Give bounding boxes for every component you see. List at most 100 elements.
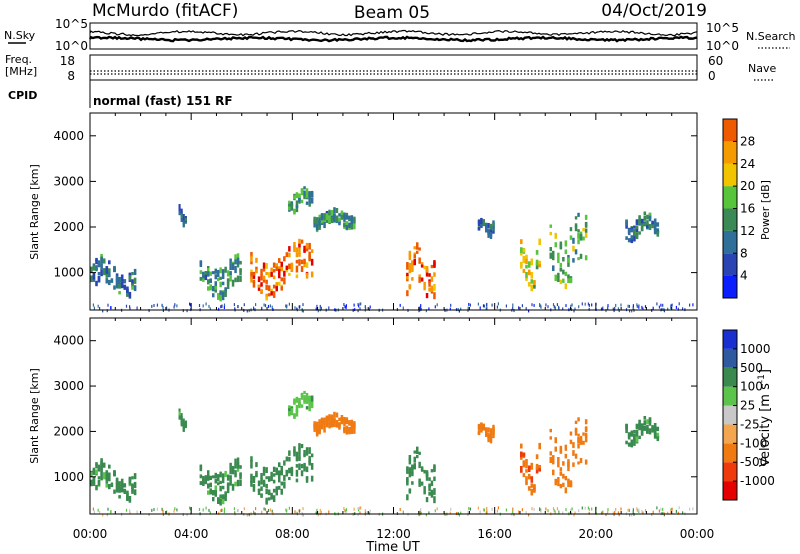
- power-echo-cell: [265, 272, 268, 275]
- velocity-echo-cell: [433, 466, 436, 473]
- velocity-echo-cell: [308, 407, 311, 412]
- power-echo-cell: [267, 272, 271, 278]
- power-echo-cell: [582, 228, 585, 232]
- velocity-echo-cell: [113, 470, 116, 477]
- velocity-echo-cell: [648, 420, 652, 426]
- power-echo-cell: [364, 305, 366, 309]
- velocity-echo-cell: [295, 409, 299, 413]
- velocity-echo-cell: [343, 420, 346, 427]
- velocity-echo-cell: [278, 470, 281, 476]
- power-echo-cell: [425, 270, 429, 277]
- power-echo-cell: [217, 271, 220, 278]
- velocity-echo-cell: [92, 507, 94, 511]
- power-echo-cell: [423, 281, 426, 288]
- power-echo-cell: [202, 271, 205, 279]
- velocity-echo-cell: [269, 508, 271, 512]
- power-echo-cell: [420, 262, 424, 267]
- power-echo-cell: [557, 272, 560, 278]
- velocity-echo-cell: [305, 392, 309, 399]
- power-echo-cell: [320, 215, 324, 221]
- freq-panel-frame: [89, 54, 698, 81]
- velocity-echo-cell: [477, 423, 481, 431]
- velocity-echo-cell: [285, 469, 289, 475]
- power-echo-cell: [614, 306, 616, 310]
- power-echo-cell: [485, 303, 488, 307]
- noise-right-tick-bottom: 10^0: [706, 39, 739, 53]
- velocity-echo-cell: [658, 509, 660, 513]
- power-echo-cell: [267, 304, 270, 308]
- power-echo-cell: [302, 303, 304, 307]
- velocity-echo-cell: [108, 484, 111, 490]
- velocity-echo-cell: [328, 510, 330, 514]
- velocity-echo-cell: [129, 509, 131, 513]
- power-echo-cell: [260, 268, 263, 275]
- power-echo-cell: [587, 302, 589, 306]
- velocity-echo-cell: [136, 510, 138, 514]
- noise-search-trace: [89, 29, 698, 37]
- velocity-echo-cell: [641, 509, 643, 513]
- velocity-echo-cell: [202, 508, 204, 512]
- velocity-echo-cell: [418, 451, 421, 455]
- velocity-echo-cell: [128, 479, 132, 485]
- power-echo-cell: [305, 242, 309, 249]
- velocity-echo-cell: [293, 399, 296, 404]
- y-tick-label: 4000: [53, 129, 84, 143]
- velocity-echo-cell: [133, 489, 137, 496]
- power-echo-cell: [328, 306, 330, 310]
- power-echo-cell: [303, 245, 306, 252]
- power-echo-cell: [198, 304, 201, 307]
- velocity-echo-cell: [315, 421, 319, 428]
- power-echo-cell: [305, 192, 309, 198]
- power-echo-cell: [129, 307, 131, 311]
- x-tick-label: 04:00: [174, 527, 209, 541]
- x-tick-label: 20:00: [579, 527, 614, 541]
- power-echo-cell: [212, 293, 215, 298]
- velocity-echo-cell: [262, 472, 266, 476]
- velocity-echo-cell: [184, 422, 187, 426]
- power-echo-cell: [236, 263, 240, 268]
- velocity-echo-cell: [428, 511, 430, 515]
- power-echo-cell: [483, 304, 485, 308]
- velocity-echo-cell: [584, 435, 588, 443]
- velocity-echo-cell: [305, 452, 309, 456]
- velocity-echo-cell: [226, 474, 230, 481]
- velocity-echo-cell: [262, 466, 266, 473]
- power-echo-cell: [340, 214, 344, 220]
- power-echo-cell: [262, 277, 266, 283]
- power-echo-cell: [343, 212, 346, 218]
- velocity-echo-cell: [248, 513, 250, 517]
- power-echo-cell: [627, 304, 629, 308]
- velocity-echo-cell: [607, 508, 609, 512]
- velocity-echo-cell: [520, 443, 523, 449]
- velocity-colorbar-label-end: ]: [758, 369, 773, 374]
- power-echo-cell: [558, 306, 560, 310]
- power-echo-cell: [110, 278, 114, 283]
- velocity-echo-cell: [207, 472, 210, 476]
- power-echo-cell: [567, 257, 570, 262]
- power-echo-cell: [280, 266, 283, 272]
- noise-left-tick-bottom: 10^0: [55, 39, 88, 53]
- power-echo-cell: [226, 283, 230, 290]
- velocity-echo-cell: [607, 510, 609, 514]
- velocity-echo-cell: [554, 446, 557, 452]
- power-echo-cell: [584, 302, 586, 306]
- power-echo-cell: [420, 264, 424, 268]
- power-echo-cell: [280, 286, 283, 291]
- power-echo-cell: [527, 282, 531, 287]
- y-tick-label: 3000: [53, 174, 84, 188]
- velocity-echo-cell: [629, 513, 631, 517]
- velocity-echo-cell: [418, 461, 421, 469]
- colorbar-tick-label: -25: [740, 417, 760, 431]
- velocity-echo-cell: [288, 477, 291, 481]
- power-echo-cell: [255, 303, 257, 307]
- velocity-echo-cell: [564, 476, 568, 481]
- power-echo-cell: [269, 304, 271, 308]
- power-echo-cell: [182, 214, 185, 219]
- velocity-echo-cell: [569, 431, 573, 436]
- velocity-echo-cell: [584, 506, 586, 510]
- velocity-echo-cell: [118, 495, 121, 499]
- velocity-echo-cell: [450, 507, 452, 511]
- velocity-echo-cell: [300, 463, 304, 469]
- power-echo-cell: [328, 209, 331, 216]
- power-echo-cell: [416, 242, 419, 249]
